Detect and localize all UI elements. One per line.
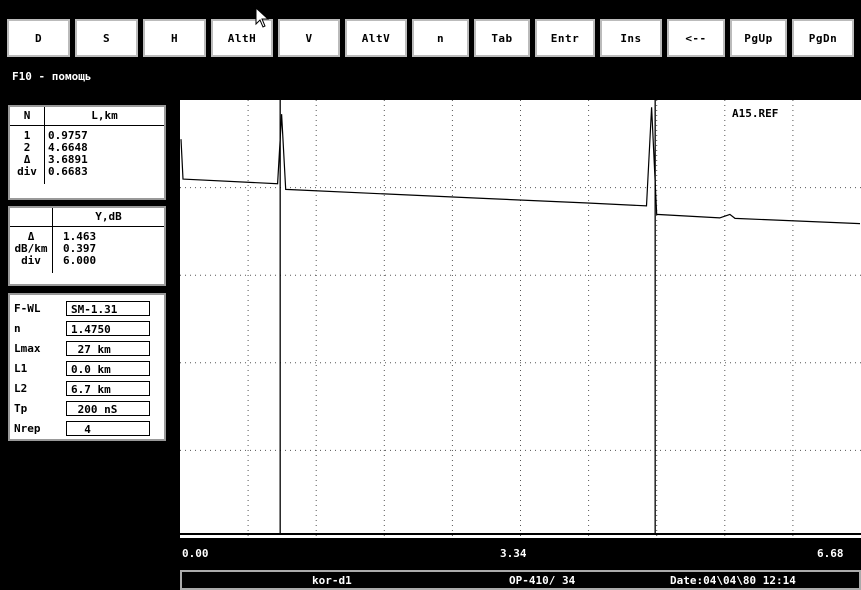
distance-table: N L,km 1 0.9757 2 4.6648 Δ 3.6891 div 0.6683	[8, 105, 166, 200]
trace-plot[interactable]: A15.REF	[180, 100, 861, 538]
entr-button[interactable]: Entr	[535, 19, 595, 57]
param-value[interactable]: 4	[66, 420, 150, 436]
param-label: L2	[14, 381, 28, 395]
param-row: Nrep 4	[10, 418, 164, 438]
row-label: Δ	[10, 154, 45, 166]
param-value[interactable]: 6.7 km	[66, 380, 150, 396]
param-row: Tp 200 nS	[10, 398, 164, 418]
param-label: n	[14, 321, 21, 335]
n-button[interactable]: n	[412, 19, 469, 57]
param-label: F-WL	[14, 301, 41, 315]
col-header-n: N	[10, 107, 45, 126]
param-label: Nrep	[14, 421, 41, 435]
param-value[interactable]: 200 nS	[66, 400, 150, 416]
param-row: L2 6.7 km	[10, 378, 164, 398]
status-date: Date:04\04\80 12:14	[670, 574, 796, 587]
mouse-pointer-icon	[255, 7, 270, 28]
param-row: n 1.4750	[10, 318, 164, 338]
row-value: 0.9757	[48, 129, 88, 142]
distance-row: Δ 3.6891	[10, 154, 164, 166]
level-row: div 6.000	[10, 255, 164, 267]
row-label: div	[10, 255, 53, 267]
level-row: dB/km 0.397	[10, 243, 164, 255]
status-file: kor-d1	[312, 574, 352, 587]
level-table: Y,dB Δ 1.463 dB/km 0.397 div 6.000	[8, 206, 166, 286]
param-label: Tp	[14, 401, 28, 415]
param-row: Lmax 27 km	[10, 338, 164, 358]
x-axis-mid: 3.34	[500, 547, 527, 560]
param-label: Lmax	[14, 341, 41, 355]
v-button[interactable]: V	[278, 19, 340, 57]
help-hint: F10 - помощь	[12, 70, 92, 83]
row-label: Δ	[10, 231, 53, 243]
pgdn-button[interactable]: PgDn	[792, 19, 854, 57]
param-row: F-WL SM-1.31	[10, 298, 164, 318]
distance-row: 2 4.6648	[10, 142, 164, 154]
row-value: 4.6648	[48, 141, 88, 154]
row-value: 3.6891	[48, 153, 88, 166]
ins-button[interactable]: Ins	[600, 19, 662, 57]
row-value: 1.463	[63, 230, 97, 243]
row-label: 1	[10, 130, 45, 142]
x-axis-right: 6.68	[817, 547, 844, 560]
param-row: L1 0.0 km	[10, 358, 164, 378]
backspace-button[interactable]: <--	[667, 19, 725, 57]
row-value: 0.6683	[48, 165, 88, 178]
distance-row: div 0.6683	[10, 166, 164, 178]
col-header-y: Y,dB	[52, 208, 164, 227]
x-axis-left: 0.00	[182, 547, 209, 560]
s-button[interactable]: S	[75, 19, 138, 57]
params-panel: F-WL SM-1.31 n 1.4750 Lmax 27 km L1 0.0 km L2 6.…	[8, 293, 166, 441]
row-label: dB/km	[10, 243, 53, 255]
row-value: 6.000	[63, 254, 97, 267]
distance-row: 1 0.9757	[10, 130, 164, 142]
row-label: div	[10, 166, 45, 178]
status-device: OP-410/ 34	[509, 574, 576, 587]
param-value[interactable]: 27 km	[66, 340, 150, 356]
h-button[interactable]: H	[143, 19, 206, 57]
param-value[interactable]: 1.4750	[66, 320, 150, 336]
pgup-button[interactable]: PgUp	[730, 19, 787, 57]
status-bar: kor-d1 OP-410/ 34 Date:04\04\80 12:14	[180, 570, 861, 590]
level-row: Δ 1.463	[10, 231, 164, 243]
row-label: 2	[10, 142, 45, 154]
ref-label: A15.REF	[732, 107, 778, 120]
col-header-l: L,km	[44, 107, 164, 126]
row-value: 0.397	[63, 242, 97, 255]
param-value[interactable]: 0.0 km	[66, 360, 150, 376]
altv-button[interactable]: AltV	[345, 19, 407, 57]
trace-line	[180, 107, 861, 225]
tab-button[interactable]: Tab	[474, 19, 530, 57]
d-button[interactable]: D	[7, 19, 70, 57]
param-label: L1	[14, 361, 28, 375]
param-value[interactable]: SM-1.31	[66, 300, 150, 316]
